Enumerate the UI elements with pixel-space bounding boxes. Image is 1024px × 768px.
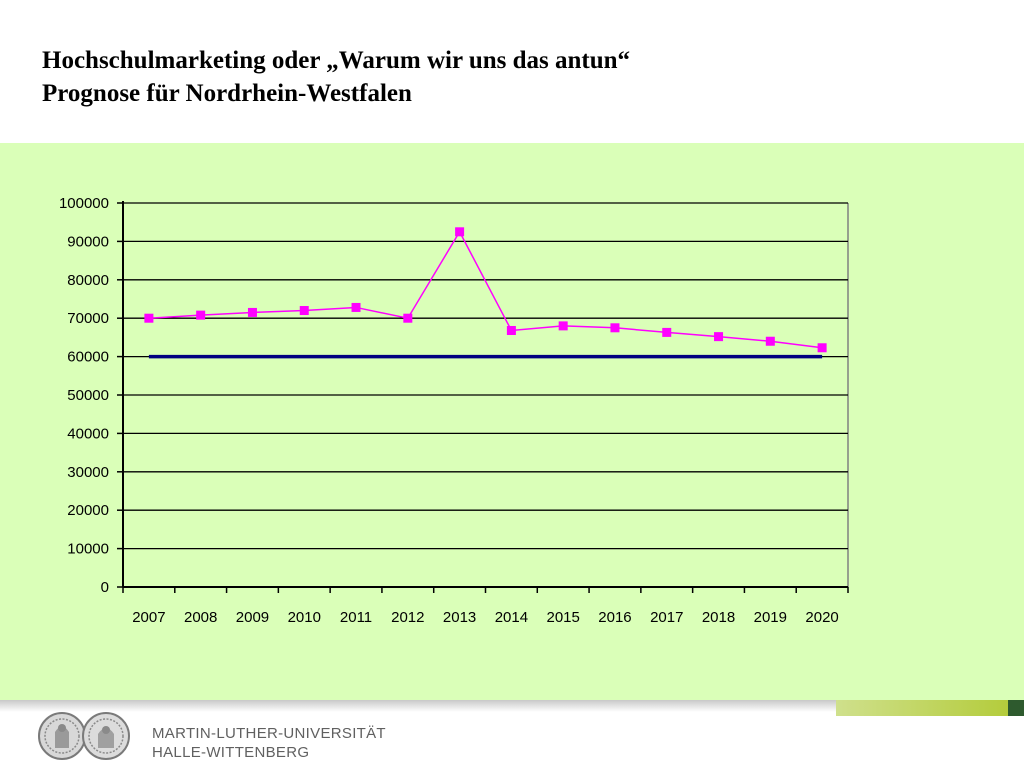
data-point-marker xyxy=(455,227,465,237)
x-tick-label: 2010 xyxy=(288,609,321,626)
chart-panel xyxy=(0,143,1024,700)
data-point-marker xyxy=(765,336,775,346)
y-tick-label: 30000 xyxy=(67,464,109,481)
data-point-marker xyxy=(558,321,568,331)
data-point-marker xyxy=(817,343,827,353)
data-point-marker xyxy=(299,306,309,316)
x-tick-label: 2008 xyxy=(184,609,217,626)
y-tick-label: 90000 xyxy=(67,233,109,250)
data-point-marker xyxy=(247,307,257,317)
x-tick-label: 2017 xyxy=(650,609,683,626)
x-tick-label: 2009 xyxy=(236,609,269,626)
y-tick-label: 20000 xyxy=(67,502,109,519)
x-tick-label: 2015 xyxy=(546,609,579,626)
data-point-marker xyxy=(196,310,206,320)
y-tick-label: 80000 xyxy=(67,272,109,289)
data-point-marker xyxy=(662,327,672,337)
footer-accent-bar xyxy=(836,700,1008,716)
x-tick-label: 2020 xyxy=(805,609,838,626)
data-point-marker xyxy=(144,313,154,323)
data-point-marker xyxy=(610,323,620,333)
data-point-marker xyxy=(403,313,413,323)
y-tick-label: 40000 xyxy=(67,425,109,442)
x-tick-label: 2011 xyxy=(340,609,372,626)
y-tick-label: 50000 xyxy=(67,387,109,404)
data-point-marker xyxy=(506,325,516,335)
x-tick-label: 2007 xyxy=(132,609,165,626)
y-tick-label: 70000 xyxy=(67,310,109,327)
x-tick-label: 2012 xyxy=(391,609,424,626)
x-tick-label: 2018 xyxy=(702,609,735,626)
y-tick-label: 10000 xyxy=(67,541,109,558)
university-seal-logo xyxy=(38,712,130,760)
series-line-forecast xyxy=(148,230,823,349)
university-name-line-1: MARTIN-LUTHER-UNIVERSITÄT xyxy=(152,725,386,742)
data-point-marker xyxy=(351,302,361,312)
x-tick-label: 2016 xyxy=(598,609,631,626)
x-tick-label: 2019 xyxy=(754,609,787,626)
title-line-2: Prognose für Nordrhein-Westfalen xyxy=(42,80,412,107)
title-line-1: Hochschulmarketing oder „Warum wir uns d… xyxy=(42,47,631,74)
x-tick-label: 2013 xyxy=(443,609,476,626)
x-tick-label: 2014 xyxy=(495,609,528,626)
data-point-marker xyxy=(714,332,724,342)
slide-title: Hochschulmarketing oder „Warum wir uns d… xyxy=(42,44,630,110)
university-name: MARTIN-LUTHER-UNIVERSITÄT HALLE-WITTENBE… xyxy=(152,724,386,762)
footer-divider xyxy=(0,700,1024,712)
y-tick-label: 0 xyxy=(101,579,109,596)
footer-accent-block xyxy=(1008,700,1024,716)
y-tick-label: 100000 xyxy=(59,195,109,212)
university-name-line-2: HALLE-WITTENBERG xyxy=(152,744,310,761)
y-tick-label: 60000 xyxy=(67,349,109,366)
line-chart: 0 10000 20000 30000 40000 50000 60000 70000 8000… xyxy=(59,195,849,626)
